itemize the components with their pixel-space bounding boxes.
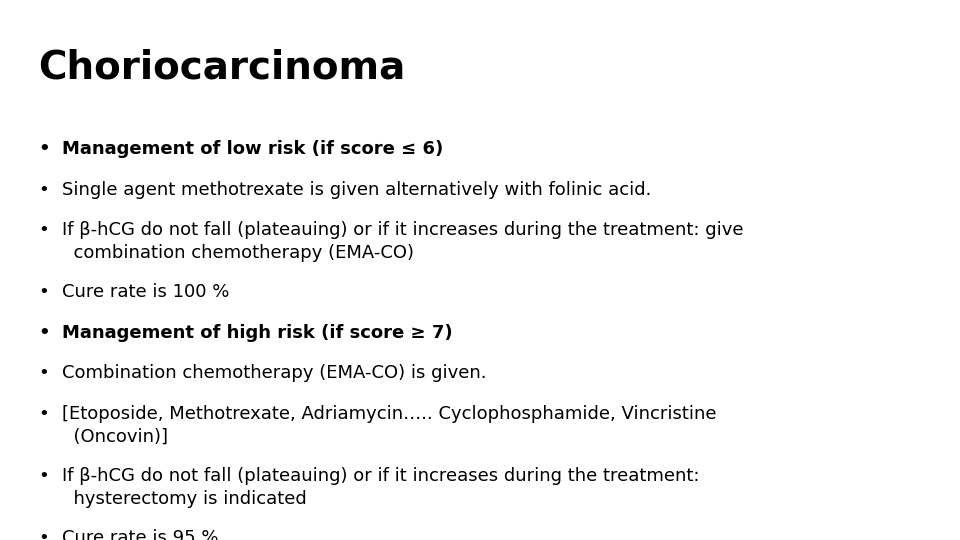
Text: •: •	[38, 284, 49, 301]
Text: •: •	[38, 405, 49, 423]
Text: •: •	[38, 364, 49, 382]
Text: •: •	[38, 529, 49, 540]
Text: •: •	[38, 221, 49, 239]
Text: Single agent methotrexate is given alternatively with folinic acid.: Single agent methotrexate is given alter…	[62, 181, 652, 199]
Text: Cure rate is 95 %: Cure rate is 95 %	[62, 529, 219, 540]
Text: •: •	[38, 467, 49, 485]
Text: If β-hCG do not fall (plateauing) or if it increases during the treatment:
  hys: If β-hCG do not fall (plateauing) or if …	[62, 467, 700, 508]
Text: Management of low risk (if score ≤ 6): Management of low risk (if score ≤ 6)	[62, 140, 444, 158]
Text: •: •	[38, 324, 50, 342]
Text: •: •	[38, 181, 49, 199]
Text: Combination chemotherapy (EMA-CO) is given.: Combination chemotherapy (EMA-CO) is giv…	[62, 364, 487, 382]
Text: If β-hCG do not fall (plateauing) or if it increases during the treatment: give
: If β-hCG do not fall (plateauing) or if …	[62, 221, 744, 262]
Text: [Etoposide, Methotrexate, Adriamycin….. Cyclophosphamide, Vincristine
  (Oncovin: [Etoposide, Methotrexate, Adriamycin….. …	[62, 405, 717, 446]
Text: Cure rate is 100 %: Cure rate is 100 %	[62, 284, 229, 301]
Text: •: •	[38, 140, 50, 158]
Text: Management of high risk (if score ≥ 7): Management of high risk (if score ≥ 7)	[62, 324, 453, 342]
Text: Choriocarcinoma: Choriocarcinoma	[38, 49, 406, 86]
